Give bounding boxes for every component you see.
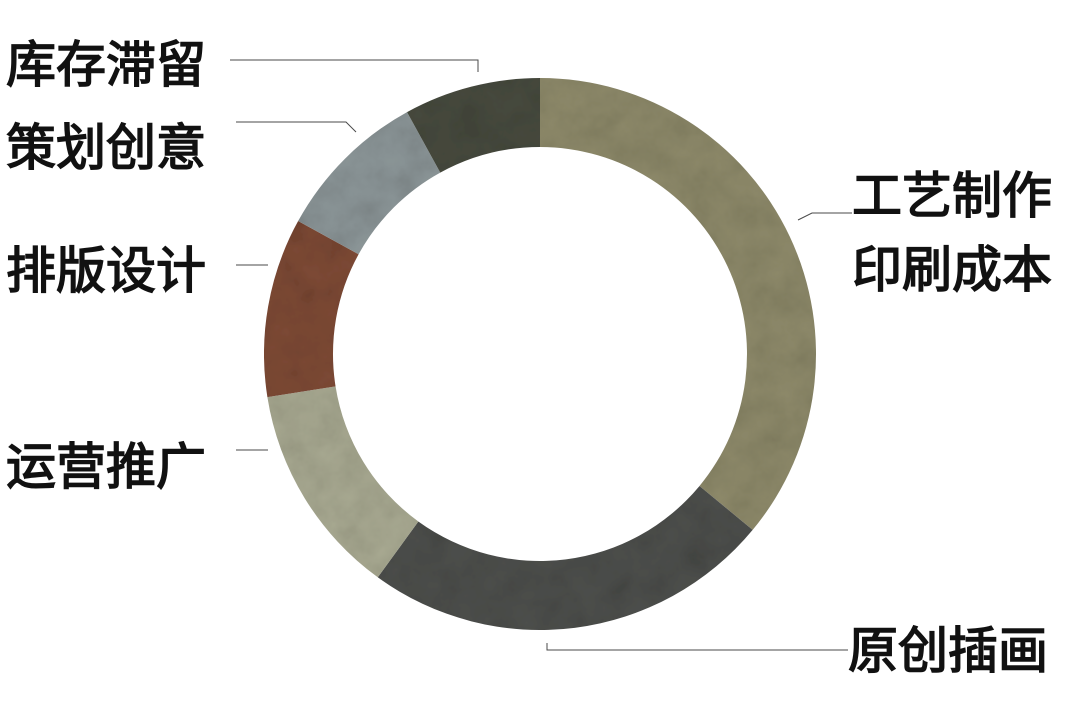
slice-label: 排版设计 [6,242,206,300]
slice-label: 印刷成本 [852,241,1052,299]
slice-label: 原创插画 [848,622,1048,680]
slice-label: 运营推广 [6,438,206,496]
donut-slices [264,78,816,630]
donut-slice-sage-slate [267,386,419,578]
slice-label: 策划创意 [6,119,206,177]
donut-slice-olive-slate [540,78,816,530]
leader-line [230,59,479,72]
donut-slice-rust-slate [264,221,359,398]
leader-line [546,643,848,651]
donut-slice-grey-slate [298,112,441,255]
slice-label: 库存滞留 [6,36,206,94]
donut-slice-dark-slate [377,485,753,630]
leader-line [236,121,357,133]
leader-line [797,212,852,221]
slice-label: 工艺制作 [852,167,1052,225]
donut-slice-moss-slate [407,78,540,173]
